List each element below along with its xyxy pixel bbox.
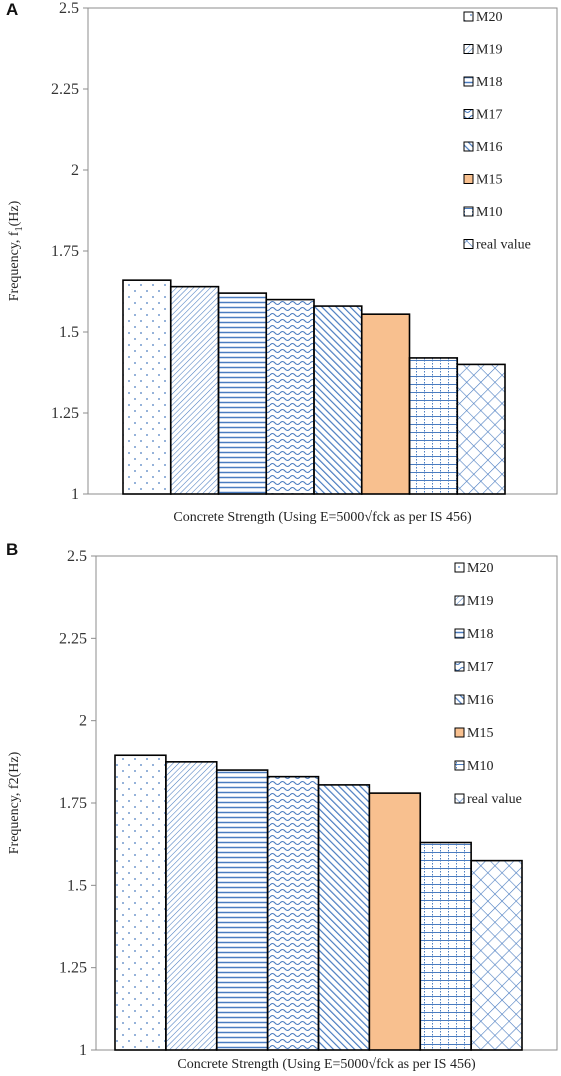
bar-m17: M17: 1.83 [266, 775, 320, 1051]
x-axis-title: Concrete Strength (Using E=5000√fck as p… [173, 510, 472, 525]
bar-m18: M18: 1.62 [217, 292, 268, 495]
bar-m17: M17: 1.6 [265, 298, 315, 495]
y-tick-label: 1 [71, 486, 79, 503]
legend-swatch [454, 562, 465, 573]
panel-label: B [6, 540, 19, 559]
legend-swatch [463, 174, 474, 184]
y-tick-label: 1.5 [67, 877, 87, 894]
x-axis-title: Concrete Strength (Using E=5000√fck as p… [177, 1057, 476, 1072]
y-tick-label: 1 [79, 1042, 87, 1059]
legend-label: M17 [476, 108, 502, 123]
legend-label: M18 [467, 627, 493, 642]
y-tick-label: 2.5 [67, 548, 87, 565]
bar-m15: M15: 1.78 [368, 792, 422, 1051]
y-tick-label: 2 [79, 713, 87, 730]
legend-label: M19 [467, 594, 493, 609]
legend-label: M15 [476, 173, 502, 188]
y-tick-label: 2 [71, 162, 79, 179]
bar-m19: M19: 1.875 [165, 761, 218, 1051]
legend-swatch [454, 727, 465, 738]
bar-m19: M19: 1.64 [169, 285, 220, 495]
legend-label: M16 [467, 693, 493, 708]
legend-label: M10 [467, 759, 493, 774]
legend-swatch [463, 44, 474, 54]
bar-m16: M16: 1.58 [313, 305, 363, 495]
y-tick-label: 1.5 [59, 324, 79, 341]
legend-swatch [454, 793, 465, 804]
legend-swatch [463, 109, 474, 119]
legend-label: M10 [476, 205, 502, 220]
y-axis-title: Frequency, f1(Hz) [7, 200, 25, 301]
y-axis-title: Frequency, f2(Hz) [7, 751, 22, 854]
chart-panel-b: B 1 1.25 1.5 1.75 2 2.25 2.5 M20: 1.895M19: 1.8… [0, 540, 561, 1076]
bar-m20: M20: 1.66 [122, 279, 172, 495]
legend-label: M20 [467, 561, 493, 576]
legend-swatch [454, 760, 465, 771]
bar-real-value: real value: 1.4 [456, 363, 506, 495]
bar-chart-b: 1 1.25 1.5 1.75 2 2.25 2.5 M20: 1.895M19: 1.875… [7, 548, 558, 1072]
bar-m16: M16: 1.805 [317, 784, 371, 1051]
legend-swatch [463, 206, 474, 217]
y-tick-label: 1.75 [51, 243, 79, 260]
bar-m15: M15: 1.555 [360, 313, 411, 495]
bar-real-value: real value: 1.575 [470, 859, 523, 1051]
legend-label: real value [467, 792, 522, 807]
bar-m20: M20: 1.895 [114, 754, 167, 1051]
legend-label: M20 [476, 10, 502, 25]
y-tick-label: 2.25 [51, 81, 79, 98]
legend-swatch [454, 694, 465, 705]
bar-m10: M10: 1.63 [419, 841, 472, 1051]
y-tick-label: 1.25 [59, 960, 87, 977]
bar-m18: M18: 1.85 [215, 769, 269, 1051]
legend-swatch [463, 76, 474, 87]
legend-swatch [454, 595, 465, 606]
panel-label: A [6, 0, 19, 19]
bar-m10: M10: 1.42 [408, 357, 459, 495]
legend-label: real value [476, 238, 531, 253]
legend-label: M18 [476, 75, 502, 90]
legend-swatch [463, 141, 474, 152]
legend-label: M15 [467, 726, 493, 741]
legend-swatch [463, 11, 474, 22]
y-tick-label: 2.25 [59, 630, 87, 647]
legend-swatch [454, 661, 465, 672]
legend-swatch [454, 628, 465, 639]
y-tick-label: 2.5 [59, 0, 79, 17]
legend-label: M16 [476, 140, 502, 155]
y-tick-label: 1.75 [59, 795, 87, 812]
legend-label: M19 [476, 43, 502, 58]
chart-panel-a: A 1 1.25 1.5 1.75 2 2.25 2.5 M20: 1.66M19: 1.64… [0, 0, 561, 535]
legend-label: M17 [467, 660, 493, 675]
y-tick-label: 1.25 [51, 405, 79, 422]
legend-swatch [463, 239, 474, 249]
